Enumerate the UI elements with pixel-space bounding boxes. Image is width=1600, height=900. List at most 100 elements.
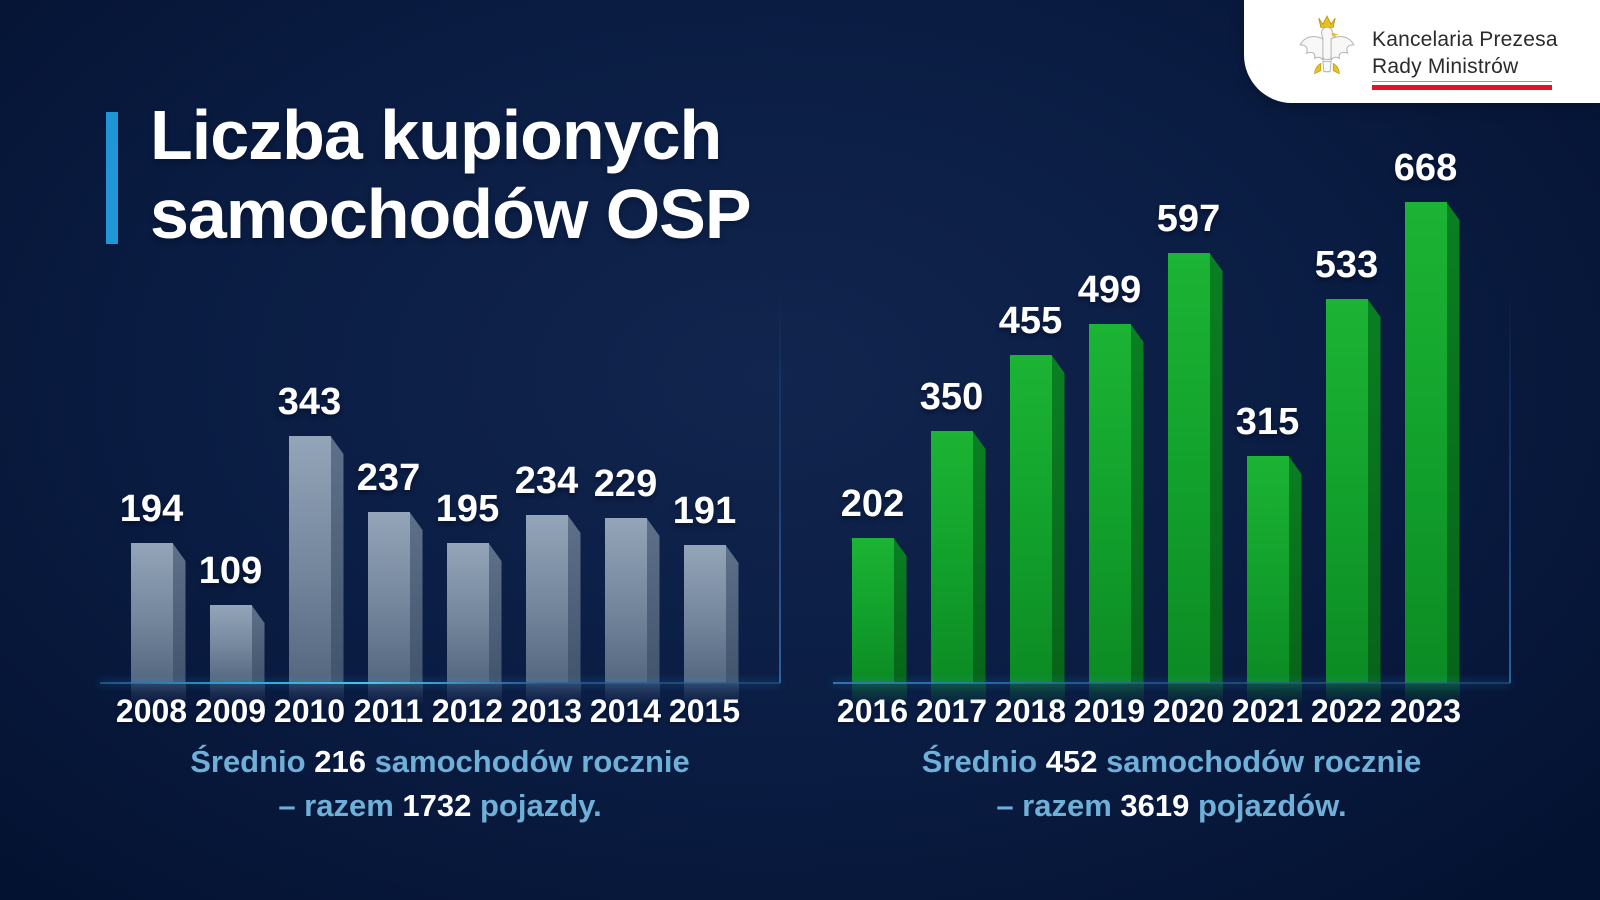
bar-2011 [367, 512, 423, 683]
bar-value-2012: 195 [435, 488, 500, 530]
bar-side-face [972, 431, 986, 683]
year-label-2011: 2011 [353, 693, 424, 729]
chart-right-right-edge [1509, 290, 1511, 683]
bar-reflection [446, 683, 502, 705]
logo-gray-rule [1372, 81, 1552, 82]
bar-side-face [646, 518, 660, 683]
caption-text: samochodów rocznie [1097, 744, 1422, 779]
bar-value-2015: 191 [672, 490, 737, 532]
year-label-2012: 2012 [431, 693, 504, 729]
caption-text: pojazdów. [1189, 788, 1347, 823]
bar-side-face [330, 436, 344, 683]
caption-average-number: 216 [314, 744, 366, 779]
bar-side-face [488, 543, 502, 683]
bar-side-face [251, 605, 265, 683]
bar-slot-2009: 109 2009 [191, 240, 270, 729]
caption-text: pojazdy. [471, 788, 602, 823]
bar-side-face [1446, 202, 1460, 683]
bar-slot-2016: 202 2016 [833, 240, 912, 729]
year-label-2017: 2017 [915, 693, 988, 729]
bar-side-face [1130, 324, 1144, 683]
bar-2009 [209, 605, 265, 683]
year-label-2013: 2013 [510, 693, 583, 729]
bar-front-face [1167, 253, 1210, 683]
bar-reflection [288, 683, 344, 705]
bar-reflection [683, 683, 739, 705]
bar-value-2010: 343 [277, 381, 342, 423]
caption-text: – razem [278, 788, 403, 823]
bar-2014 [604, 518, 660, 683]
bar-front-face [367, 512, 410, 683]
bar-front-face [1246, 456, 1289, 683]
year-label-2018: 2018 [994, 693, 1067, 729]
bar-slot-2011: 237 2011 [349, 240, 428, 729]
bar-reflection [930, 683, 986, 705]
bar-value-2013: 234 [514, 460, 579, 502]
bar-slot-2023: 668 2023 [1386, 147, 1465, 729]
caption-text: Średnio [921, 744, 1046, 779]
caption-total-number: 1732 [402, 788, 472, 823]
bar-reflection [1404, 683, 1460, 705]
year-label-2023: 2023 [1389, 693, 1462, 729]
year-label-2022: 2022 [1310, 693, 1383, 729]
caption-text: Średnio [190, 744, 315, 779]
bar-2017 [930, 431, 986, 683]
bar-value-2009: 109 [198, 550, 263, 592]
bar-front-face [1325, 299, 1368, 683]
bar-front-face [1088, 324, 1131, 683]
bar-side-face [1051, 355, 1065, 683]
bar-reflection [367, 683, 423, 705]
bar-slot-2021: 315 2021 [1228, 240, 1307, 729]
bar-value-2011: 237 [356, 457, 421, 499]
bar-front-face [446, 543, 489, 683]
chart-left-right-edge [779, 290, 781, 683]
chart-left-bars: 194 2008 109 2009 343 2010 237 2011 195 2012 234 20… [100, 240, 780, 729]
bar-value-2020: 597 [1156, 198, 1221, 240]
bar-value-2019: 499 [1077, 269, 1142, 311]
bar-side-face [172, 543, 186, 683]
bar-front-face [1009, 355, 1052, 683]
bar-2023 [1404, 202, 1460, 683]
bar-reflection [1325, 683, 1381, 705]
bar-value-2018: 455 [998, 300, 1063, 342]
logo-red-rule [1372, 85, 1552, 90]
bar-front-face [1404, 202, 1447, 683]
bar-value-2023: 668 [1393, 147, 1458, 189]
caption-text: – razem [996, 788, 1121, 823]
bar-slot-2008: 194 2008 [112, 240, 191, 729]
bar-2018 [1009, 355, 1065, 683]
bar-slot-2012: 195 2012 [428, 240, 507, 729]
year-label-2008: 2008 [115, 693, 188, 729]
bar-2022 [1325, 299, 1381, 683]
bar-reflection [130, 683, 186, 705]
year-label-2020: 2020 [1152, 693, 1225, 729]
page-title: Liczba kupionych samochodów OSP [150, 96, 752, 254]
chart-2008-2015: 194 2008 109 2009 343 2010 237 2011 195 2012 234 20… [100, 240, 781, 729]
logo-text-line1: Kancelaria Prezesa [1372, 28, 1558, 51]
bar-front-face [851, 538, 894, 683]
logo-text: Kancelaria Prezesa Rady Ministrów [1372, 26, 1558, 80]
year-label-2021: 2021 [1231, 693, 1304, 729]
polish-eagle-icon [1299, 15, 1355, 75]
bar-reflection [1009, 683, 1065, 705]
chart-2016-2023: 202 2016 350 2017 455 2018 499 2019 597 2020 315 20… [833, 147, 1511, 729]
bar-2019 [1088, 324, 1144, 683]
bar-slot-2017: 350 2017 [912, 240, 991, 729]
bar-value-2017: 350 [919, 376, 984, 418]
caption-text: samochodów rocznie [365, 744, 690, 779]
bar-slot-2010: 343 2010 [270, 240, 349, 729]
chart-right-bars: 202 2016 350 2017 455 2018 499 2019 597 2020 315 20… [833, 147, 1510, 729]
year-label-2010: 2010 [273, 693, 346, 729]
bar-slot-2013: 234 2013 [507, 240, 586, 729]
bar-slot-2019: 499 2019 [1070, 240, 1149, 729]
bar-reflection [525, 683, 581, 705]
bar-slot-2015: 191 2015 [665, 240, 744, 729]
bar-side-face [725, 545, 739, 683]
year-label-2015: 2015 [668, 693, 741, 729]
government-logo-plaque: Kancelaria Prezesa Rady Ministrów [1244, 0, 1600, 103]
bar-side-face [1367, 299, 1381, 683]
caption-average-2016-2023: Średnio 452 samochodów rocznie – razem 3… [833, 740, 1510, 828]
bar-front-face [525, 515, 568, 683]
bar-slot-2020: 597 2020 [1149, 198, 1228, 729]
bar-side-face [409, 512, 423, 683]
